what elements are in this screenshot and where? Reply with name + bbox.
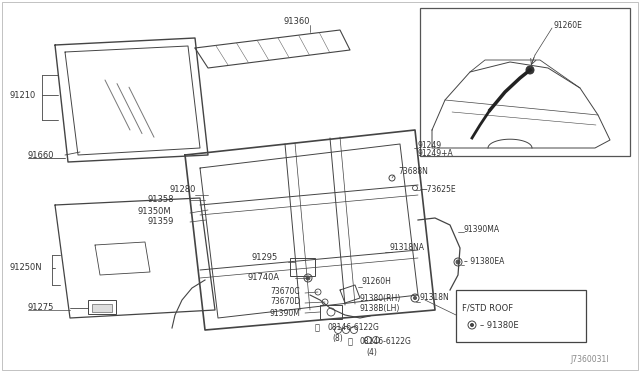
- Text: 91740A: 91740A: [248, 273, 280, 282]
- Text: 91210: 91210: [10, 90, 36, 99]
- Text: 91358: 91358: [148, 196, 175, 205]
- Text: (4): (4): [366, 347, 377, 356]
- Text: Ⓑ: Ⓑ: [348, 337, 353, 346]
- Text: J7360031I: J7360031I: [570, 356, 609, 365]
- Text: 91249+A: 91249+A: [418, 150, 454, 158]
- Ellipse shape: [413, 296, 417, 299]
- Text: 73670C: 73670C: [270, 288, 300, 296]
- Text: 9138B(LH): 9138B(LH): [360, 304, 401, 312]
- Text: 08146-6122G: 08146-6122G: [327, 324, 379, 333]
- Text: 91380(RH): 91380(RH): [360, 294, 401, 302]
- Text: 91260H: 91260H: [362, 278, 392, 286]
- Bar: [290, 258, 315, 276]
- Text: 91360: 91360: [283, 17, 310, 26]
- Text: 91660: 91660: [28, 151, 54, 160]
- Text: 91390M: 91390M: [270, 308, 301, 317]
- Text: 91350M: 91350M: [138, 208, 172, 217]
- Text: F/STD ROOF: F/STD ROOF: [462, 304, 513, 312]
- Text: 91280: 91280: [170, 186, 196, 195]
- Bar: [456, 290, 586, 342]
- Text: Ⓑ: Ⓑ: [315, 324, 320, 333]
- Text: —73625E: —73625E: [420, 186, 456, 195]
- Bar: [92, 304, 112, 312]
- Text: 91260E: 91260E: [553, 20, 582, 29]
- Text: 91275: 91275: [28, 304, 54, 312]
- Text: 91359: 91359: [148, 218, 174, 227]
- Text: 08146-6122G: 08146-6122G: [360, 337, 412, 346]
- Text: – 91380EA: – 91380EA: [464, 257, 504, 266]
- Ellipse shape: [306, 276, 310, 280]
- Text: 91295: 91295: [252, 253, 278, 263]
- Text: 91318NA: 91318NA: [390, 244, 425, 253]
- Text: 91250N: 91250N: [10, 263, 43, 273]
- Text: 73670D: 73670D: [270, 298, 300, 307]
- Ellipse shape: [470, 324, 474, 327]
- Bar: [320, 305, 342, 319]
- Text: – 91380E: – 91380E: [480, 321, 518, 330]
- Ellipse shape: [526, 66, 534, 74]
- Ellipse shape: [456, 260, 460, 264]
- Text: (8): (8): [332, 334, 343, 343]
- Text: 73688N: 73688N: [398, 167, 428, 176]
- Text: 91249: 91249: [418, 141, 442, 150]
- Bar: [88, 300, 116, 314]
- Text: 91390MA: 91390MA: [464, 225, 500, 234]
- Text: 91318N: 91318N: [420, 294, 450, 302]
- Bar: [420, 8, 630, 156]
